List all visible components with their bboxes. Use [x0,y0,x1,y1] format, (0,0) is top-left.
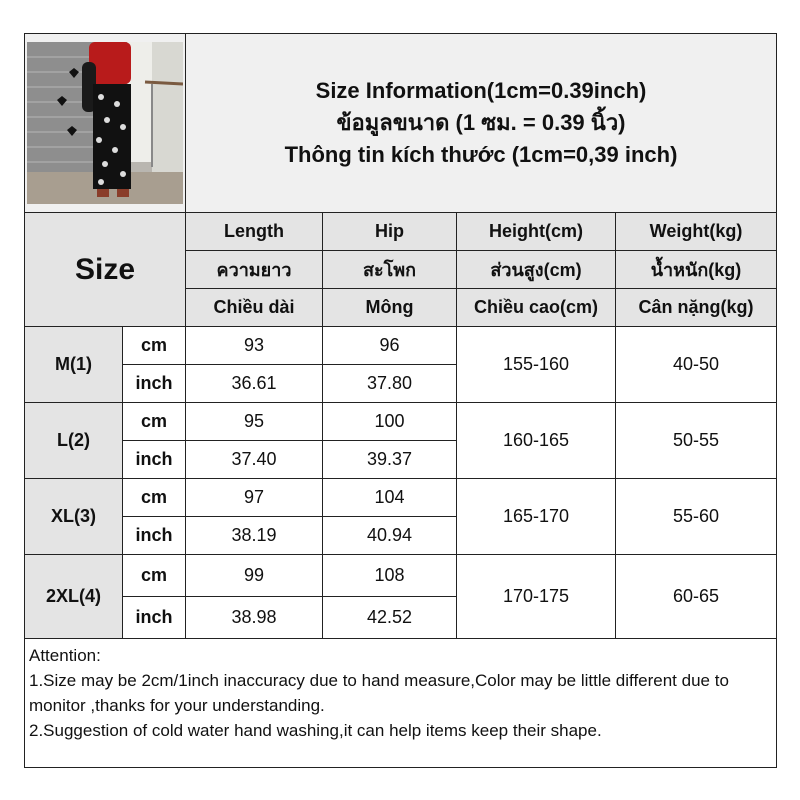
length-inch: 36.61 [185,364,323,403]
hip-inch: 40.94 [322,516,457,555]
length-cm: 95 [185,402,323,441]
header-length: Length [185,212,323,251]
height-range: 170-175 [456,554,616,639]
header-hip-thai: สะโพก [322,250,457,289]
height-range: 155-160 [456,326,616,403]
unit-inch: inch [122,440,186,479]
hip-cm: 96 [322,326,457,365]
size-info-title: Size Information(1cm=0.39inch) ข้อมูลขนา… [185,33,777,213]
hip-cm: 104 [322,478,457,517]
header-hip: Hip [322,212,457,251]
height-range: 160-165 [456,402,616,479]
header-weight: Weight(kg) [615,212,777,251]
size-header: Size [24,212,186,327]
length-cm: 97 [185,478,323,517]
header-height: Height(cm) [456,212,616,251]
title-english: Size Information(1cm=0.39inch) [315,78,647,103]
size-table: Size Information(1cm=0.39inch) ข้อมูลขนา… [24,33,777,768]
unit-inch: inch [122,516,186,555]
size-label: M(1) [24,326,123,403]
length-cm: 93 [185,326,323,365]
unit-cm: cm [122,326,186,365]
table-row: 2XL(4) cm 99 108 170-175 60-65 [24,554,777,639]
header-weight-vi: Cân nặng(kg) [615,288,777,327]
weight-range: 50-55 [615,402,777,479]
unit-cm: cm [122,554,186,597]
attention-heading: Attention: [29,646,101,665]
size-chart: Size Information(1cm=0.39inch) ข้อมูลขนา… [24,33,777,768]
weight-range: 60-65 [615,554,777,639]
length-cm: 99 [185,554,323,597]
weight-range: 55-60 [615,478,777,555]
attention-note-2: 2.Suggestion of cold water hand washing,… [29,721,602,740]
header-weight-thai: น้ำหนัก(kg) [615,250,777,289]
table-row: M(1) cm 93 96 155-160 40-50 [24,326,777,403]
header-height-thai: ส่วนสูง(cm) [456,250,616,289]
table-row: inch 36.61 37.80 [25,364,777,403]
size-label: 2XL(4) [24,554,123,639]
unit-inch: inch [122,364,186,403]
unit-cm: cm [122,402,186,441]
attention-notes: Attention: 1.Size may be 2cm/1inch inacc… [24,638,777,768]
length-inch: 37.40 [185,440,323,479]
hip-cm: 100 [322,402,457,441]
hip-inch: 37.80 [322,364,457,403]
header-height-vi: Chiều cao(cm) [456,288,616,327]
unit-cm: cm [122,478,186,517]
table-row: XL(3) cm 97 104 165-170 55-60 [24,478,777,555]
product-photo [24,33,186,213]
title-thai: ข้อมูลขนาด (1 ซม. = 0.39 นิ้ว) [336,110,626,135]
attention-note-1: 1.Size may be 2cm/1inch inaccuracy due t… [29,671,729,715]
table-row: L(2) cm 95 100 160-165 50-55 [24,402,777,479]
hip-inch: 42.52 [322,596,457,639]
unit-inch: inch [122,596,186,639]
table-row: inch 37.40 39.37 [25,440,777,479]
weight-range: 40-50 [615,326,777,403]
size-label: XL(3) [24,478,123,555]
length-inch: 38.98 [185,596,323,639]
header-length-vi: Chiều dài [185,288,323,327]
header-length-thai: ความยาว [185,250,323,289]
size-label: L(2) [24,402,123,479]
length-inch: 38.19 [185,516,323,555]
header-hip-vi: Mông [322,288,457,327]
hip-cm: 108 [322,554,457,597]
hip-inch: 39.37 [322,440,457,479]
table-row: inch 38.98 42.52 [25,596,777,639]
height-range: 165-170 [456,478,616,555]
title-vietnamese: Thông tin kích thước (1cm=0,39 inch) [284,142,678,167]
